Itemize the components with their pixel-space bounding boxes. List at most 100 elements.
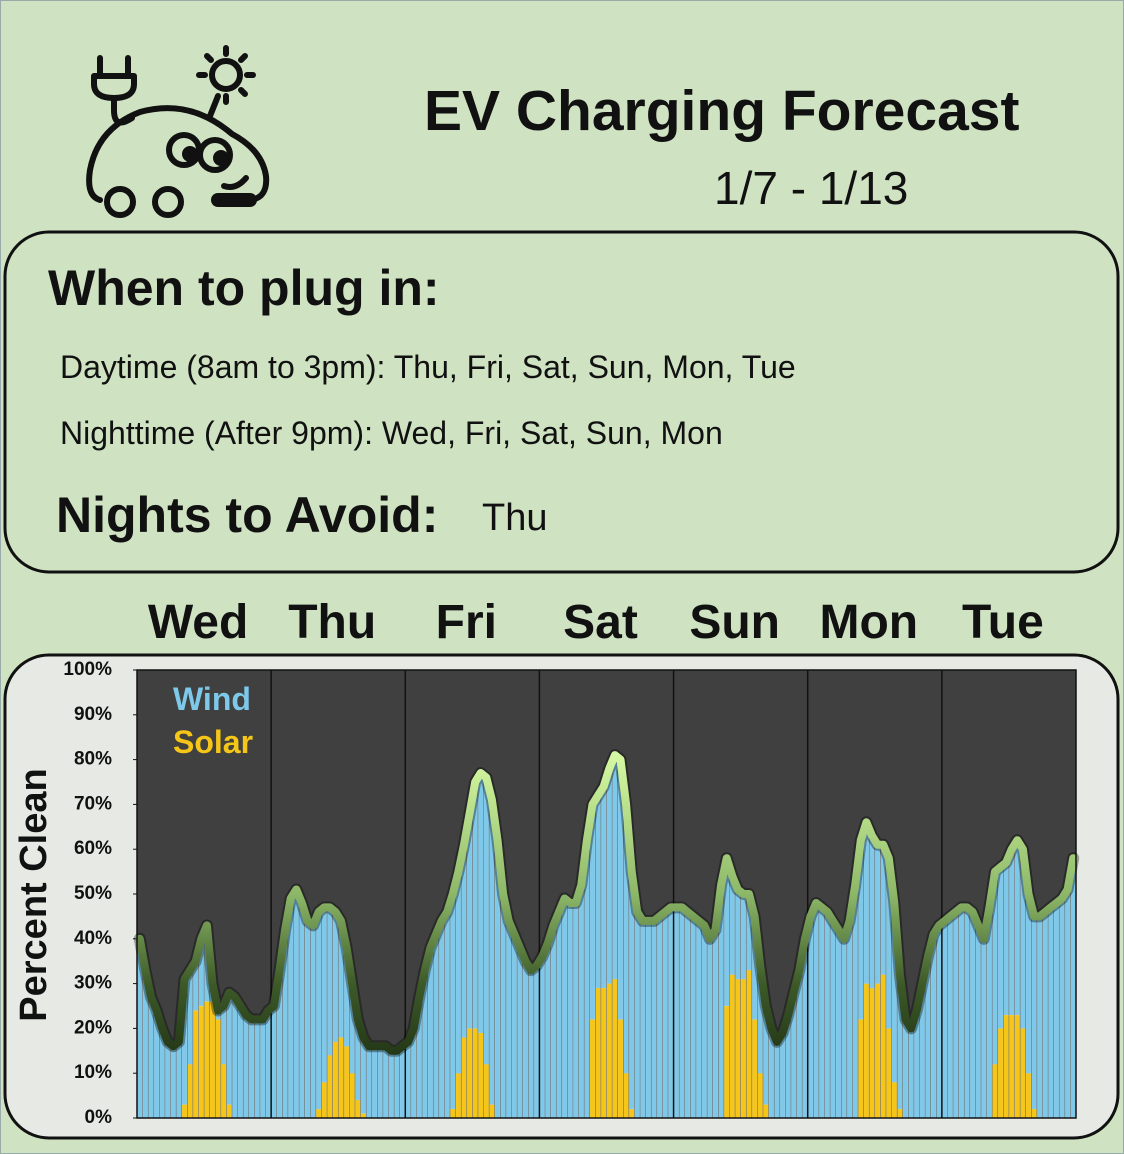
bar-segment bbox=[746, 969, 752, 1119]
bar-segment bbox=[204, 1001, 210, 1119]
title: EV Charging Forecast bbox=[424, 79, 1019, 143]
bar-segment bbox=[673, 907, 680, 1119]
bar-segment bbox=[869, 987, 875, 1119]
bar-segment bbox=[1064, 889, 1071, 1119]
bar-segment bbox=[640, 920, 646, 1119]
bar-segment bbox=[774, 1041, 780, 1119]
bar-segment bbox=[209, 1001, 216, 1119]
bar-segment bbox=[187, 1063, 193, 1119]
bar-segment bbox=[1020, 1028, 1026, 1119]
day-label: Mon bbox=[819, 596, 918, 649]
bar-segment bbox=[886, 1028, 892, 1119]
bar-segment bbox=[1036, 916, 1043, 1119]
bar-segment bbox=[1003, 862, 1009, 1016]
day-label: Tue bbox=[962, 596, 1044, 649]
bar-segment bbox=[751, 1019, 758, 1119]
y-axis-label: Percent Clean bbox=[13, 768, 55, 1021]
bar-segment bbox=[382, 1046, 389, 1119]
bar-segment bbox=[1059, 898, 1065, 1119]
bar-segment bbox=[192, 1010, 199, 1119]
bar-segment bbox=[964, 907, 970, 1119]
bar-segment bbox=[897, 1108, 903, 1119]
bar-segment bbox=[824, 911, 831, 1119]
bar-segment bbox=[1008, 848, 1015, 1016]
bar-segment bbox=[578, 884, 585, 1119]
bar-segment bbox=[1053, 902, 1060, 1119]
y-tick-label: 90% bbox=[74, 704, 112, 725]
bar-segment bbox=[589, 1019, 596, 1119]
bar-segment bbox=[707, 938, 713, 1119]
bar-segment bbox=[517, 947, 523, 1119]
legend-entry: Wind bbox=[173, 681, 251, 717]
bar-segment bbox=[349, 1072, 355, 1119]
bar-segment bbox=[472, 1028, 478, 1119]
bar-segment bbox=[1048, 907, 1054, 1119]
day-label: Sat bbox=[563, 596, 638, 649]
bar-segment bbox=[355, 1099, 361, 1119]
bar-segment bbox=[1008, 1014, 1015, 1119]
bar-segment bbox=[969, 911, 976, 1119]
bar-segment bbox=[763, 1104, 769, 1119]
bar-segment bbox=[891, 1081, 898, 1119]
bar-segment bbox=[1025, 1072, 1032, 1119]
bar-segment bbox=[992, 1063, 998, 1119]
bar-segment bbox=[327, 907, 333, 1056]
bar-segment bbox=[908, 1028, 914, 1119]
bar-segment bbox=[561, 898, 568, 1119]
y-tick-label: 10% bbox=[74, 1062, 112, 1083]
bar-segment bbox=[612, 978, 618, 1119]
bar-segment bbox=[958, 907, 965, 1119]
bar-segment bbox=[818, 907, 825, 1119]
bar-segment bbox=[595, 987, 601, 1119]
bar-segment bbox=[595, 795, 601, 989]
bar-segment bbox=[248, 1019, 255, 1119]
total-line bbox=[135, 751, 1078, 1055]
bar-segment bbox=[483, 777, 490, 1065]
bar-segment bbox=[729, 974, 736, 1119]
bar-segment bbox=[315, 1108, 322, 1119]
bar-segment bbox=[695, 920, 702, 1119]
bar-segment bbox=[662, 911, 668, 1119]
bar-segment bbox=[505, 920, 512, 1119]
plot-border bbox=[136, 669, 1077, 1119]
day-label: Thu bbox=[288, 596, 376, 649]
bar-segment bbox=[869, 835, 875, 989]
bar-segment bbox=[511, 934, 518, 1119]
y-tick-label: 80% bbox=[74, 749, 112, 770]
bar-segment bbox=[377, 1046, 383, 1119]
bar-segment bbox=[623, 1072, 629, 1119]
bar-segment bbox=[863, 983, 870, 1119]
nighttime-line: Nighttime (After 9pm): Wed, Fri, Sat, Su… bbox=[60, 415, 723, 451]
bar-segment bbox=[1042, 911, 1049, 1119]
bar-segment bbox=[444, 911, 450, 1119]
bar-segment bbox=[830, 920, 836, 1119]
bar-segment bbox=[539, 956, 545, 1119]
bar-segment bbox=[668, 907, 674, 1119]
bar-segment bbox=[310, 925, 316, 1119]
bar-segment bbox=[936, 925, 942, 1119]
bar-segment bbox=[343, 1046, 350, 1119]
bar-segment bbox=[628, 1108, 635, 1119]
bar-segment bbox=[656, 916, 663, 1119]
bar-segment bbox=[813, 902, 819, 1119]
bar-segment bbox=[735, 889, 741, 980]
bar-segment bbox=[226, 1104, 232, 1119]
bar-segment bbox=[500, 893, 506, 1119]
bar-segment bbox=[606, 768, 613, 984]
y-tick-label: 60% bbox=[74, 838, 112, 859]
bar-segment bbox=[232, 996, 238, 1119]
bar-segment bbox=[1070, 857, 1076, 1119]
day-label: Fri bbox=[436, 596, 497, 649]
bar-segment bbox=[997, 866, 1004, 1029]
bar-segment bbox=[550, 925, 557, 1119]
date-range: 1/7 - 1/13 bbox=[714, 162, 908, 214]
bar-segment bbox=[388, 1050, 395, 1119]
bar-segment bbox=[712, 929, 719, 1119]
bar-segment bbox=[606, 983, 613, 1119]
bar-segment bbox=[757, 1072, 763, 1119]
bar-segment bbox=[164, 1041, 171, 1119]
bar-segment bbox=[455, 871, 462, 1074]
bar-segment bbox=[265, 1010, 272, 1119]
bar-segment bbox=[874, 983, 881, 1119]
